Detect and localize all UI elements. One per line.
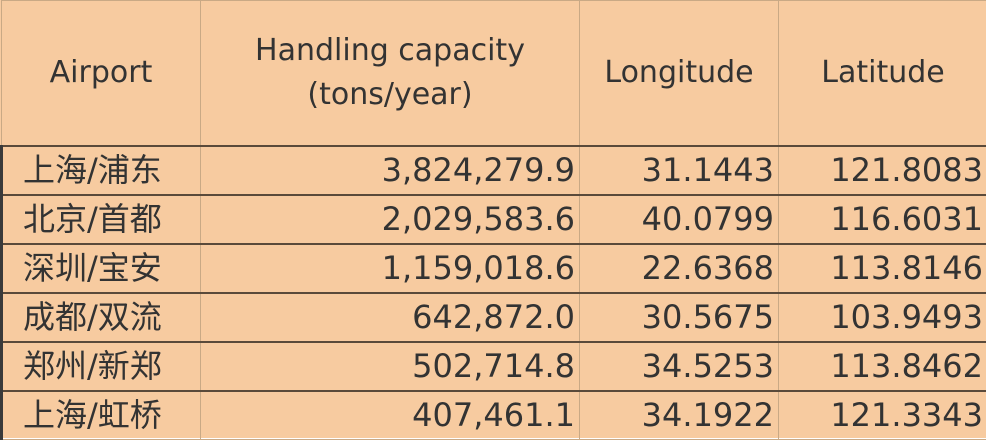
table-row: 深圳/宝安 1,159,018.6 22.6368 113.8146 — [2, 244, 986, 293]
cell-latitude[interactable]: 121.3343 — [779, 391, 986, 440]
cell-latitude[interactable]: 116.6031 — [779, 195, 986, 244]
table-row: 上海/虹桥 407,461.1 34.1922 121.3343 — [2, 391, 986, 440]
header-latitude[interactable]: Latitude — [779, 1, 986, 147]
cell-airport[interactable]: 北京/首都 — [2, 195, 201, 244]
cell-airport[interactable]: 上海/浦东 — [2, 146, 201, 195]
cell-capacity[interactable]: 502,714.8 — [201, 342, 580, 391]
cell-longitude[interactable]: 31.1443 — [580, 146, 779, 195]
cell-latitude[interactable]: 113.8462 — [779, 342, 986, 391]
cell-longitude[interactable]: 40.0799 — [580, 195, 779, 244]
cell-latitude[interactable]: 113.8146 — [779, 244, 986, 293]
header-capacity-line2: (tons/year) — [307, 77, 472, 112]
header-capacity-line1: Handling capacity — [255, 33, 525, 68]
header-airport[interactable]: Airport — [2, 1, 201, 147]
table-row: 北京/首都 2,029,583.6 40.0799 116.6031 — [2, 195, 986, 244]
cell-longitude[interactable]: 34.5253 — [580, 342, 779, 391]
header-handling-capacity[interactable]: Handling capacity (tons/year) — [201, 1, 580, 147]
cell-capacity[interactable]: 3,824,279.9 — [201, 146, 580, 195]
cell-latitude[interactable]: 103.9493 — [779, 293, 986, 342]
cell-airport[interactable]: 成都/双流 — [2, 293, 201, 342]
cell-airport[interactable]: 上海/虹桥 — [2, 391, 201, 440]
table-row: 成都/双流 642,872.0 30.5675 103.9493 — [2, 293, 986, 342]
cell-airport[interactable]: 深圳/宝安 — [2, 244, 201, 293]
cell-capacity[interactable]: 2,029,583.6 — [201, 195, 580, 244]
cell-latitude[interactable]: 121.8083 — [779, 146, 986, 195]
cell-longitude[interactable]: 30.5675 — [580, 293, 779, 342]
header-row: Airport Handling capacity (tons/year) Lo… — [2, 1, 986, 147]
table-row: 郑州/新郑 502,714.8 34.5253 113.8462 — [2, 342, 986, 391]
table-row: 上海/浦东 3,824,279.9 31.1443 121.8083 — [2, 146, 986, 195]
cell-airport[interactable]: 郑州/新郑 — [2, 342, 201, 391]
cell-capacity[interactable]: 642,872.0 — [201, 293, 580, 342]
cell-longitude[interactable]: 22.6368 — [580, 244, 779, 293]
cell-capacity[interactable]: 1,159,018.6 — [201, 244, 580, 293]
header-longitude[interactable]: Longitude — [580, 1, 779, 147]
cell-longitude[interactable]: 34.1922 — [580, 391, 779, 440]
cell-capacity[interactable]: 407,461.1 — [201, 391, 580, 440]
